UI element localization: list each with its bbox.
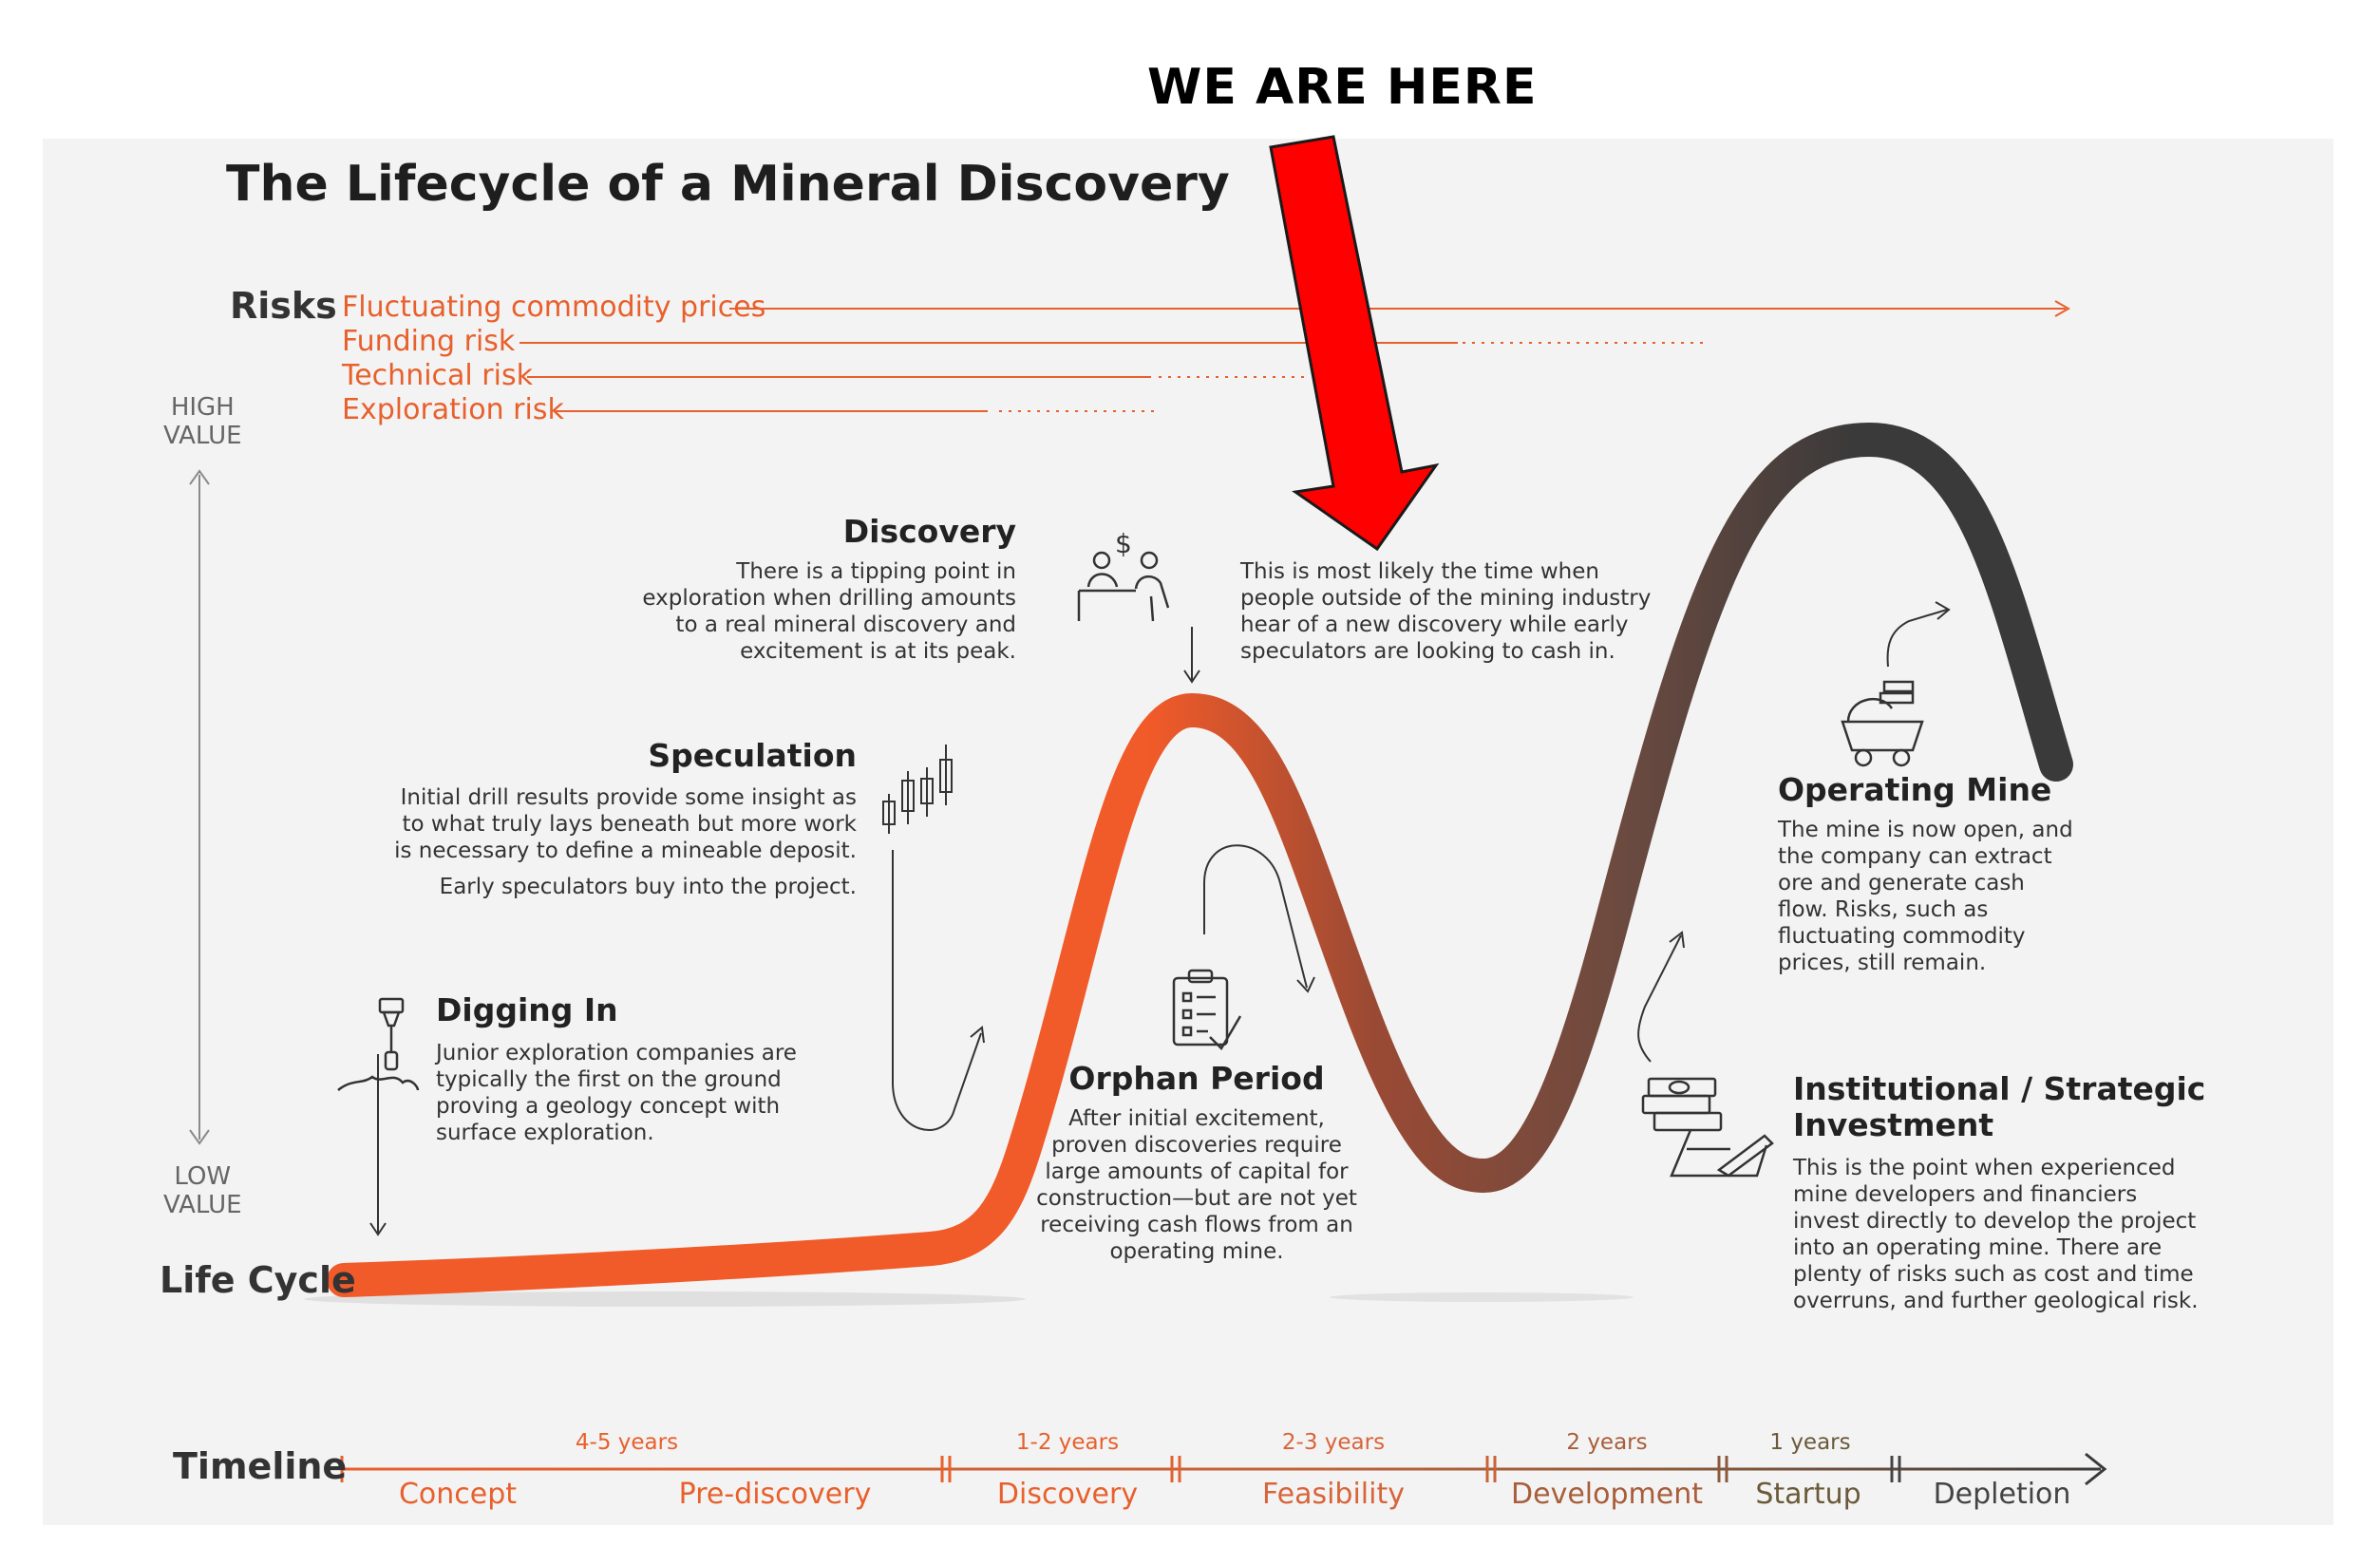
- page-title: The Lifecycle of a Mineral Discovery: [226, 156, 1230, 213]
- meeting-dollar-icon: $: [1077, 528, 1170, 622]
- curve-shadow-mid: [1330, 1292, 1634, 1302]
- speculation-text-2: Early speculators buy into the project.: [439, 875, 857, 899]
- timeline-label: Timeline: [173, 1445, 348, 1487]
- value-axis: [189, 469, 210, 1145]
- arrow-institutional-up: [1637, 934, 1682, 1063]
- curve-shadow-left: [304, 1291, 1026, 1307]
- risk-funding: Funding risk: [342, 325, 516, 358]
- risk-exploration: Exploration risk: [342, 393, 564, 426]
- orphan-period-text: After initial excitement, proven discove…: [1036, 1106, 1357, 1264]
- timeline-ticks: [940, 1456, 1901, 1482]
- phase-depletion: Depletion: [1933, 1478, 2071, 1511]
- operating-mine-heading: Operating Mine: [1778, 771, 2052, 808]
- duration-development: 2 years: [1566, 1430, 1648, 1455]
- cash-contract-icon: [1641, 1077, 1774, 1178]
- timeline-axis: [340, 1456, 2101, 1482]
- shovel-icon: [337, 997, 420, 1091]
- connector-arrows: [369, 601, 1951, 1236]
- clipboard-checklist-icon: [1172, 969, 1242, 1051]
- digging-in-heading: Digging In: [436, 991, 618, 1028]
- high-value-label: HIGH VALUE: [163, 393, 242, 450]
- duration-discovery: 1-2 years: [1015, 1430, 1120, 1455]
- phase-concept: Concept: [398, 1478, 518, 1511]
- duration-feasibility: 2-3 years: [1281, 1430, 1386, 1455]
- we-are-here-arrow: [1269, 135, 1440, 552]
- risk-commodity-prices: Fluctuating commodity prices: [342, 291, 766, 324]
- institutional-heading: Institutional / Strategic Investment: [1793, 1070, 2206, 1143]
- discovery-text: There is a tipping point in exploration …: [642, 559, 1016, 664]
- peak-note-text: This is most likely the time when people…: [1240, 559, 1652, 664]
- phase-feasibility: Feasibility: [1262, 1478, 1405, 1511]
- duration-concept-prediscovery: 4-5 years: [575, 1430, 679, 1455]
- arrow-speculation-loop: [892, 850, 982, 1131]
- operating-mine-text: The mine is now open, and the company ca…: [1778, 818, 2073, 975]
- svg-text:$: $: [1115, 528, 1132, 559]
- risk-lines: [519, 300, 2071, 412]
- we-are-here-label: WE ARE HERE: [1147, 59, 1538, 116]
- mine-cart-icon: [1841, 680, 1924, 767]
- discovery-heading: Discovery: [842, 513, 1016, 550]
- phase-pre-discovery: Pre-discovery: [678, 1478, 872, 1511]
- low-value-label: LOW VALUE: [163, 1162, 242, 1219]
- digging-in-text: Junior exploration companies are typical…: [436, 1041, 797, 1145]
- lifecycle-label: Life Cycle: [160, 1259, 356, 1301]
- institutional-text: This is the point when experienced mine …: [1793, 1156, 2199, 1313]
- phase-development: Development: [1511, 1478, 1703, 1511]
- phase-discovery: Discovery: [996, 1478, 1139, 1511]
- duration-startup: 1 years: [1769, 1430, 1851, 1455]
- timeline-arrowhead: [2085, 1452, 2107, 1486]
- lifecycle-curve: [327, 423, 2073, 1297]
- orphan-period-heading: Orphan Period: [1068, 1060, 1325, 1097]
- risks-label: Risks: [230, 285, 337, 327]
- speculation-text: Initial drill results provide some insig…: [394, 785, 857, 863]
- speculation-heading: Speculation: [648, 737, 857, 774]
- risk-technical: Technical risk: [342, 359, 533, 392]
- arrow-orphan-loop: [1203, 844, 1308, 989]
- phase-startup: Startup: [1755, 1478, 1861, 1511]
- candlestick-chart-icon: [882, 745, 953, 834]
- risk-line-commodity-arrowhead: [2054, 300, 2071, 317]
- arrow-operating-up: [1886, 609, 1948, 668]
